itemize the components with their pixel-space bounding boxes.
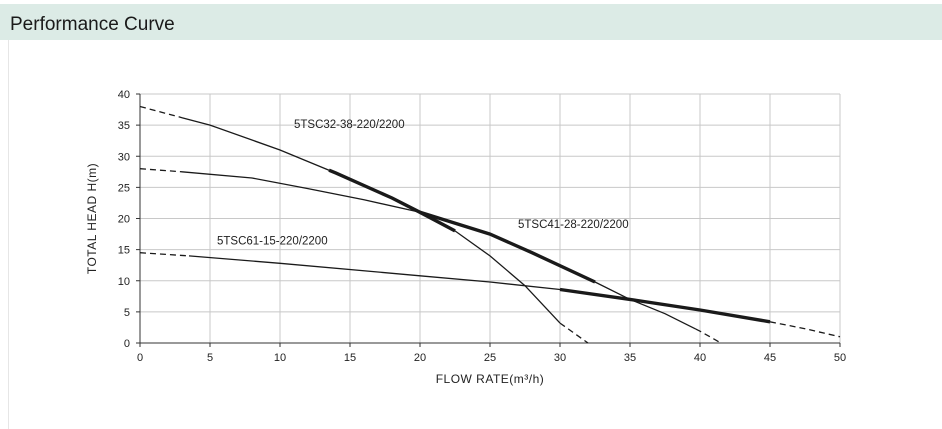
x-tick-label: 30	[554, 352, 566, 364]
y-tick-label: 0	[124, 338, 130, 350]
y-tick-label: 40	[118, 89, 130, 101]
x-tick-label: 10	[274, 352, 286, 364]
x-tick-label: 0	[137, 352, 143, 364]
series-1-label: 5TSC32-38-220/2200	[294, 119, 405, 131]
series-1-dashed-start	[139, 105, 183, 119]
y-tick-label: 30	[118, 151, 130, 163]
tick-labels: 0 5 10 15 20 25 30 35 40 45 50 0 5 10 15 20 25 30 35 40	[118, 89, 846, 364]
header-bar: Performance Curve	[0, 0, 942, 40]
left-divider	[8, 40, 9, 429]
y-tick-label: 15	[118, 245, 130, 257]
series-2-curve	[181, 171, 697, 330]
x-tick-label: 15	[344, 352, 356, 364]
series-3-operating-range	[559, 287, 771, 324]
grid	[139, 93, 841, 344]
x-tick-label: 20	[414, 352, 426, 364]
series-3-dashed-end	[769, 321, 841, 338]
x-tick-label: 5	[207, 352, 213, 364]
series-1-dashed-end	[559, 322, 589, 344]
curves	[139, 105, 841, 344]
y-tick-label: 10	[118, 276, 130, 288]
series-1-curve	[181, 117, 561, 324]
y-tick-label: 5	[124, 307, 130, 319]
y-tick-label: 35	[118, 120, 130, 132]
series-2-operating-range	[419, 210, 596, 284]
x-tick-label: 35	[624, 352, 636, 364]
series-2-dashed-end	[695, 328, 722, 344]
x-tick-label: 40	[694, 352, 706, 364]
series-2-label: 5TSC41-28-220/2200	[518, 219, 629, 231]
x-tick-label: 25	[484, 352, 496, 364]
series-3-label: 5TSC61-15-220/2200	[217, 236, 328, 248]
series-3-dashed-start	[139, 252, 190, 257]
section-title: Performance Curve	[10, 14, 175, 35]
series-labels: 5TSC32-38-220/2200 5TSC41-28-220/2200 5TSC…	[217, 119, 629, 247]
x-tick-label: 50	[834, 352, 846, 364]
x-axis-label: FLOW RATE(m³/h)	[436, 372, 545, 386]
series-2-dashed-start	[139, 168, 183, 173]
y-tick-label: 25	[118, 182, 130, 194]
series-1-operating-range	[328, 168, 456, 233]
y-axis-label: TOTAL HEAD H(m)	[85, 163, 99, 274]
x-tick-label: 45	[764, 352, 776, 364]
y-tick-label: 20	[118, 214, 130, 226]
